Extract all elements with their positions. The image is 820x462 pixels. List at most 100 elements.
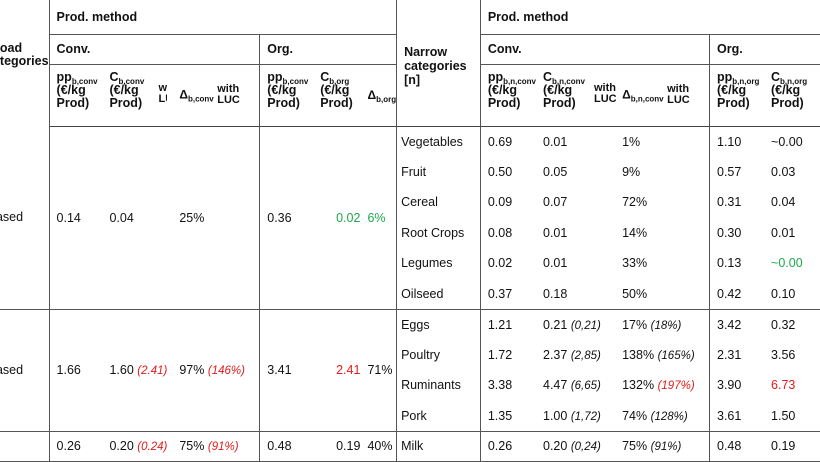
pp-bn-org-value: 0.42 [717, 287, 741, 301]
c-bn-conv-value: 0.20 [543, 439, 567, 453]
c-bn-org-cell: ~0.00 [764, 126, 820, 157]
c-bn-org-value: 0.10 [771, 287, 795, 301]
unit-line-2: Prod) [717, 97, 764, 110]
pp-bn-org-cell: 0.30 [710, 218, 765, 249]
delta-bn-conv-cell: 74% (128%) [616, 401, 709, 432]
broad-category-label: based [0, 363, 23, 377]
pp-bn-org-cell: 0.13 [710, 248, 765, 279]
pp-bn-conv-value: 1.35 [488, 409, 512, 423]
delta-org-value: 40% [367, 439, 392, 453]
org-right-label: Org. [717, 42, 743, 56]
pp-bn-conv-value: 0.26 [488, 439, 512, 453]
c-bn-conv-luc-value: (2,85) [571, 350, 601, 362]
pp-bn-org-value: 1.10 [717, 135, 741, 149]
narrow-category-cell: Root Crops [397, 218, 481, 249]
c-bn-org-cell: ~0.00 [764, 248, 820, 279]
delta-org-header: Δb,org [364, 64, 396, 126]
pp-conv-value: 0.14 [57, 211, 81, 225]
c-bn-conv-value: 1.00 [543, 409, 567, 423]
prod-method-left-header: Prod. method [49, 0, 397, 34]
c-conv-value: 0.04 [109, 211, 133, 225]
c-bn-org-cell: 1.50 [764, 401, 820, 432]
pp-bn-conv-header: ppb,n,conv (€/kg Prod) [480, 64, 536, 126]
c-bn-conv-cell: 0.21 (0,21) [536, 309, 616, 340]
narrow-category-cell: Oilseed [397, 279, 481, 310]
broad-categories-label: Broad categories [0, 41, 49, 68]
c-bn-conv-cell: 0.05 [536, 157, 616, 188]
delta-bn-conv-cell: 9% [616, 157, 709, 188]
c-symbol: C [543, 70, 552, 84]
pp-org-header: ppb,conv (€/kg Prod) [260, 64, 313, 126]
c-org-value: 2.41 [336, 363, 360, 377]
c-org-value: 0.02 [336, 211, 360, 225]
delta-bn-conv-cell: 50% [616, 279, 709, 310]
pp-bn-org-value: 0.13 [717, 256, 741, 270]
pp-conv-cell: 0.26 [49, 431, 102, 462]
delta-sub: b,n,conv [631, 94, 664, 103]
delta-bn-conv-cell: 75% (91%) [616, 431, 709, 462]
pp-bn-conv-value: 0.50 [488, 165, 512, 179]
c-conv-cell: 1.60 (2.41) [102, 309, 167, 431]
pp-bn-conv-value: 0.69 [488, 135, 512, 149]
delta-bn-conv-luc-value: (197%) [658, 380, 695, 392]
c-org-header: Cb,org (€/kg Prod) [313, 64, 364, 126]
pp-conv-cell: 0.14 [49, 126, 102, 309]
c-bn-conv-value: 0.18 [543, 287, 567, 301]
pp-symbol: pp [57, 70, 72, 84]
prod-method-right-label: Prod. method [488, 10, 569, 24]
broad-category-cell: based [0, 126, 49, 309]
narrow-category-label: Fruit [401, 165, 426, 179]
unit-line-1: (€/kg [771, 84, 820, 97]
narrow-category-label: Vegetables [401, 135, 463, 149]
c-org-cell: 0.19 [313, 431, 364, 462]
pp-bn-conv-value: 3.38 [488, 378, 512, 392]
table-row: based1.661.60 (2.41)97% (146%)3.412.4171… [0, 309, 820, 340]
pp-bn-conv-value: 0.02 [488, 256, 512, 270]
c-bn-org-value: 0.01 [771, 226, 795, 240]
pp-bn-conv-cell: 0.09 [480, 187, 536, 218]
pp-bn-org-header: ppb,n,org (€/kg Prod) [710, 64, 765, 126]
delta-bn-conv-value: 72% [622, 195, 647, 209]
narrow-category-label: Eggs [401, 318, 430, 332]
unit-line-2: Prod) [57, 97, 103, 110]
delta-conv-luc-value: (146%) [208, 365, 245, 377]
narrow-category-label: Cereal [401, 195, 438, 209]
c-bn-conv-value: 0.01 [543, 256, 567, 270]
c-bn-conv-luc-value: (0,24) [571, 441, 601, 453]
c-bn-org-cell: 0.01 [764, 218, 820, 249]
narrow-category-cell: Cereal [397, 187, 481, 218]
unit-line-2: Prod) [771, 97, 820, 110]
delta-org-cell: 71% [364, 309, 396, 431]
c-conv-value: 1.60 [109, 363, 133, 377]
pp-bn-org-value: 3.61 [717, 409, 741, 423]
narrow-category-cell: Ruminants [397, 370, 481, 401]
c-org-value: 0.19 [336, 439, 360, 453]
c-bn-conv-cell: 0.01 [536, 248, 616, 279]
c-symbol: C [109, 70, 118, 84]
org-right-header: Org. [710, 34, 820, 64]
delta-conv-cell: 97% (146%) [167, 309, 259, 431]
c-bn-conv-cell: 0.01 [536, 218, 616, 249]
c-bn-org-header: Cb,n,org (€/kg Prod) [764, 64, 820, 126]
c-bn-org-value: 0.03 [771, 165, 795, 179]
delta-bn-conv-value: 138% [622, 348, 654, 362]
broad-categories-header: Broad categories [0, 0, 49, 126]
pp-bn-conv-cell: 0.37 [480, 279, 536, 310]
pp-bn-org-value: 0.48 [717, 439, 741, 453]
c-org-cell: 2.41 [313, 309, 364, 431]
pp-org-cell: 3.41 [260, 309, 313, 431]
narrow-category-cell: Vegetables [397, 126, 481, 157]
c-bn-org-value: ~0.00 [771, 256, 803, 270]
c-bn-conv-value: 2.37 [543, 348, 567, 362]
pp-org-value: 0.36 [267, 211, 291, 225]
pp-bn-org-cell: 3.90 [710, 370, 765, 401]
delta-bn-conv-cell: 1% [616, 126, 709, 157]
delta-bn-conv-value: 9% [622, 165, 640, 179]
conv-left-label: Conv. [57, 42, 91, 56]
c-conv-cell: 0.04 [102, 126, 167, 309]
delta-bn-conv-value: 33% [622, 256, 647, 270]
